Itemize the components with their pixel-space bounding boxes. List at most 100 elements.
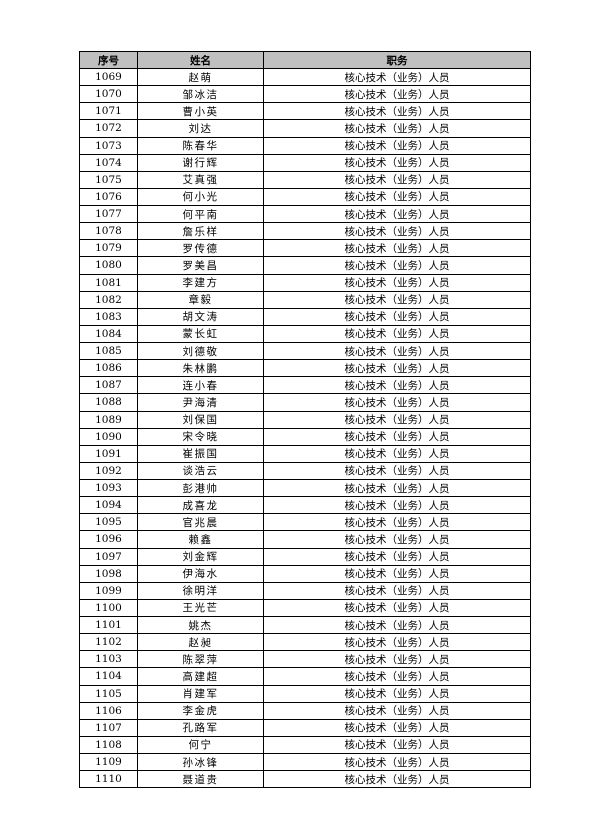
table-row: 1103 陈翠萍 核心技术（业务）人员 bbox=[80, 650, 530, 668]
cell-name: 詹乐样 bbox=[137, 223, 263, 240]
cell-title: 核心技术（业务）人员 bbox=[263, 582, 530, 599]
table-row: 1083 胡文涛 核心技术（业务）人员 bbox=[80, 307, 530, 325]
table-row: 1097 刘金辉 核心技术（业务）人员 bbox=[80, 547, 530, 565]
cell-title: 核心技术（业务）人员 bbox=[263, 223, 530, 240]
cell-seq: 1069 bbox=[95, 71, 122, 84]
cell-name: 肖建军 bbox=[137, 685, 263, 702]
cell-title: 核心技术（业务）人员 bbox=[263, 291, 530, 308]
cell-name: 谢行辉 bbox=[137, 154, 263, 171]
cell-title: 核心技术（业务）人员 bbox=[263, 771, 530, 788]
cell-title: 核心技术（业务）人员 bbox=[263, 754, 530, 771]
cell-name: 王光芒 bbox=[137, 599, 263, 616]
table-row: 1070 邹冰洁 核心技术（业务）人员 bbox=[80, 85, 530, 103]
cell-title: 核心技术（业务）人员 bbox=[263, 599, 530, 616]
cell-title: 核心技术（业务）人员 bbox=[263, 462, 530, 479]
cell-seq: 1074 bbox=[95, 156, 122, 169]
cell-name: 徐明洋 bbox=[137, 582, 263, 599]
cell-name: 蒙长虹 bbox=[137, 325, 263, 342]
table-row: 1073 陈春华 核心技术（业务）人员 bbox=[80, 136, 530, 154]
cell-name: 孔路军 bbox=[137, 719, 263, 736]
cell-name: 高建超 bbox=[137, 668, 263, 685]
table-row: 1099 徐明洋 核心技术（业务）人员 bbox=[80, 581, 530, 599]
cell-name: 谈浩云 bbox=[137, 462, 263, 479]
table-row: 1087 连小春 核心技术（业务）人员 bbox=[80, 376, 530, 394]
cell-title: 核心技术（业务）人员 bbox=[263, 651, 530, 668]
cell-name: 刘金辉 bbox=[137, 548, 263, 565]
table-row: 1107 孔路军 核心技术（业务）人员 bbox=[80, 718, 530, 736]
table-row: 1105 肖建军 核心技术（业务）人员 bbox=[80, 684, 530, 702]
cell-title: 核心技术（业务）人员 bbox=[263, 411, 530, 428]
cell-name: 成喜龙 bbox=[137, 497, 263, 514]
cell-seq: 1076 bbox=[95, 190, 122, 203]
table-row: 1098 伊海水 核心技术（业务）人员 bbox=[80, 564, 530, 582]
cell-seq: 1073 bbox=[95, 139, 122, 152]
cell-name: 刘达 bbox=[137, 120, 263, 137]
cell-seq: 1082 bbox=[95, 293, 122, 306]
table-row: 1081 李建方 核心技术（业务）人员 bbox=[80, 273, 530, 291]
cell-seq: 1093 bbox=[95, 482, 122, 495]
cell-seq: 1106 bbox=[95, 704, 122, 717]
table-row: 1089 刘保国 核心技术（业务）人员 bbox=[80, 410, 530, 428]
cell-name: 连小春 bbox=[137, 377, 263, 394]
cell-name: 官兆晨 bbox=[137, 514, 263, 531]
header-seq: 序号 bbox=[98, 54, 119, 67]
cell-seq: 1084 bbox=[95, 327, 122, 340]
cell-seq: 1102 bbox=[95, 636, 122, 649]
cell-name: 李金虎 bbox=[137, 702, 263, 719]
cell-seq: 1105 bbox=[95, 687, 122, 700]
cell-seq: 1088 bbox=[95, 396, 122, 409]
table-row: 1090 宋令晓 核心技术（业务）人员 bbox=[80, 427, 530, 445]
cell-seq: 1100 bbox=[95, 601, 122, 614]
cell-name: 伊海水 bbox=[137, 565, 263, 582]
cell-seq: 1092 bbox=[95, 464, 122, 477]
table-row: 1084 蒙长虹 核心技术（业务）人员 bbox=[80, 324, 530, 342]
cell-seq: 1094 bbox=[95, 499, 122, 512]
cell-name: 章毅 bbox=[137, 291, 263, 308]
cell-title: 核心技术（业务）人员 bbox=[263, 719, 530, 736]
cell-title: 核心技术（业务）人员 bbox=[263, 171, 530, 188]
cell-seq: 1097 bbox=[95, 550, 122, 563]
header-name: 姓名 bbox=[137, 52, 263, 68]
cell-seq: 1109 bbox=[95, 756, 122, 769]
cell-seq: 1104 bbox=[95, 670, 122, 683]
table-row: 1100 王光芒 核心技术（业务）人员 bbox=[80, 598, 530, 616]
table-row: 1077 何平南 核心技术（业务）人员 bbox=[80, 205, 530, 223]
cell-name: 孙冰锋 bbox=[137, 754, 263, 771]
cell-title: 核心技术（业务）人员 bbox=[263, 274, 530, 291]
cell-name: 崔振国 bbox=[137, 445, 263, 462]
cell-title: 核心技术（业务）人员 bbox=[263, 668, 530, 685]
cell-seq: 1110 bbox=[95, 773, 122, 786]
cell-seq: 1098 bbox=[95, 567, 122, 580]
cell-title: 核心技术（业务）人员 bbox=[263, 257, 530, 274]
cell-title: 核心技术（业务）人员 bbox=[263, 617, 530, 634]
cell-title: 核心技术（业务）人员 bbox=[263, 103, 530, 120]
cell-name: 赵萌 bbox=[137, 69, 263, 86]
cell-name: 刘保国 bbox=[137, 411, 263, 428]
cell-title: 核心技术（业务）人员 bbox=[263, 377, 530, 394]
table-row: 1082 章毅 核心技术（业务）人员 bbox=[80, 290, 530, 308]
cell-title: 核心技术（业务）人员 bbox=[263, 188, 530, 205]
cell-seq: 1079 bbox=[95, 242, 122, 255]
table-row: 1086 朱林鹏 核心技术（业务）人员 bbox=[80, 359, 530, 377]
table-row: 1078 詹乐样 核心技术（业务）人员 bbox=[80, 222, 530, 240]
cell-name: 艾真强 bbox=[137, 171, 263, 188]
table-header: 序号 姓名 职务 bbox=[80, 52, 530, 68]
table-row: 1069 赵萌 核心技术（业务）人员 bbox=[80, 68, 530, 86]
header-title: 职务 bbox=[263, 52, 530, 68]
table-row: 1102 赵昶 核心技术（业务）人员 bbox=[80, 633, 530, 651]
cell-seq: 1077 bbox=[95, 208, 122, 221]
cell-seq: 1078 bbox=[95, 225, 122, 238]
cell-seq: 1087 bbox=[95, 379, 122, 392]
cell-title: 核心技术（业务）人员 bbox=[263, 428, 530, 445]
cell-title: 核心技术（业务）人员 bbox=[263, 86, 530, 103]
cell-seq: 1103 bbox=[95, 653, 122, 666]
cell-title: 核心技术（业务）人员 bbox=[263, 154, 530, 171]
table-row: 1094 成喜龙 核心技术（业务）人员 bbox=[80, 496, 530, 514]
table-row: 1101 姚杰 核心技术（业务）人员 bbox=[80, 616, 530, 634]
cell-name: 何小光 bbox=[137, 188, 263, 205]
cell-title: 核心技术（业务）人员 bbox=[263, 120, 530, 137]
cell-seq: 1096 bbox=[95, 533, 122, 546]
cell-name: 何宁 bbox=[137, 736, 263, 753]
table-row: 1074 谢行辉 核心技术（业务）人员 bbox=[80, 153, 530, 171]
table-row: 1088 尹海清 核心技术（业务）人员 bbox=[80, 393, 530, 411]
